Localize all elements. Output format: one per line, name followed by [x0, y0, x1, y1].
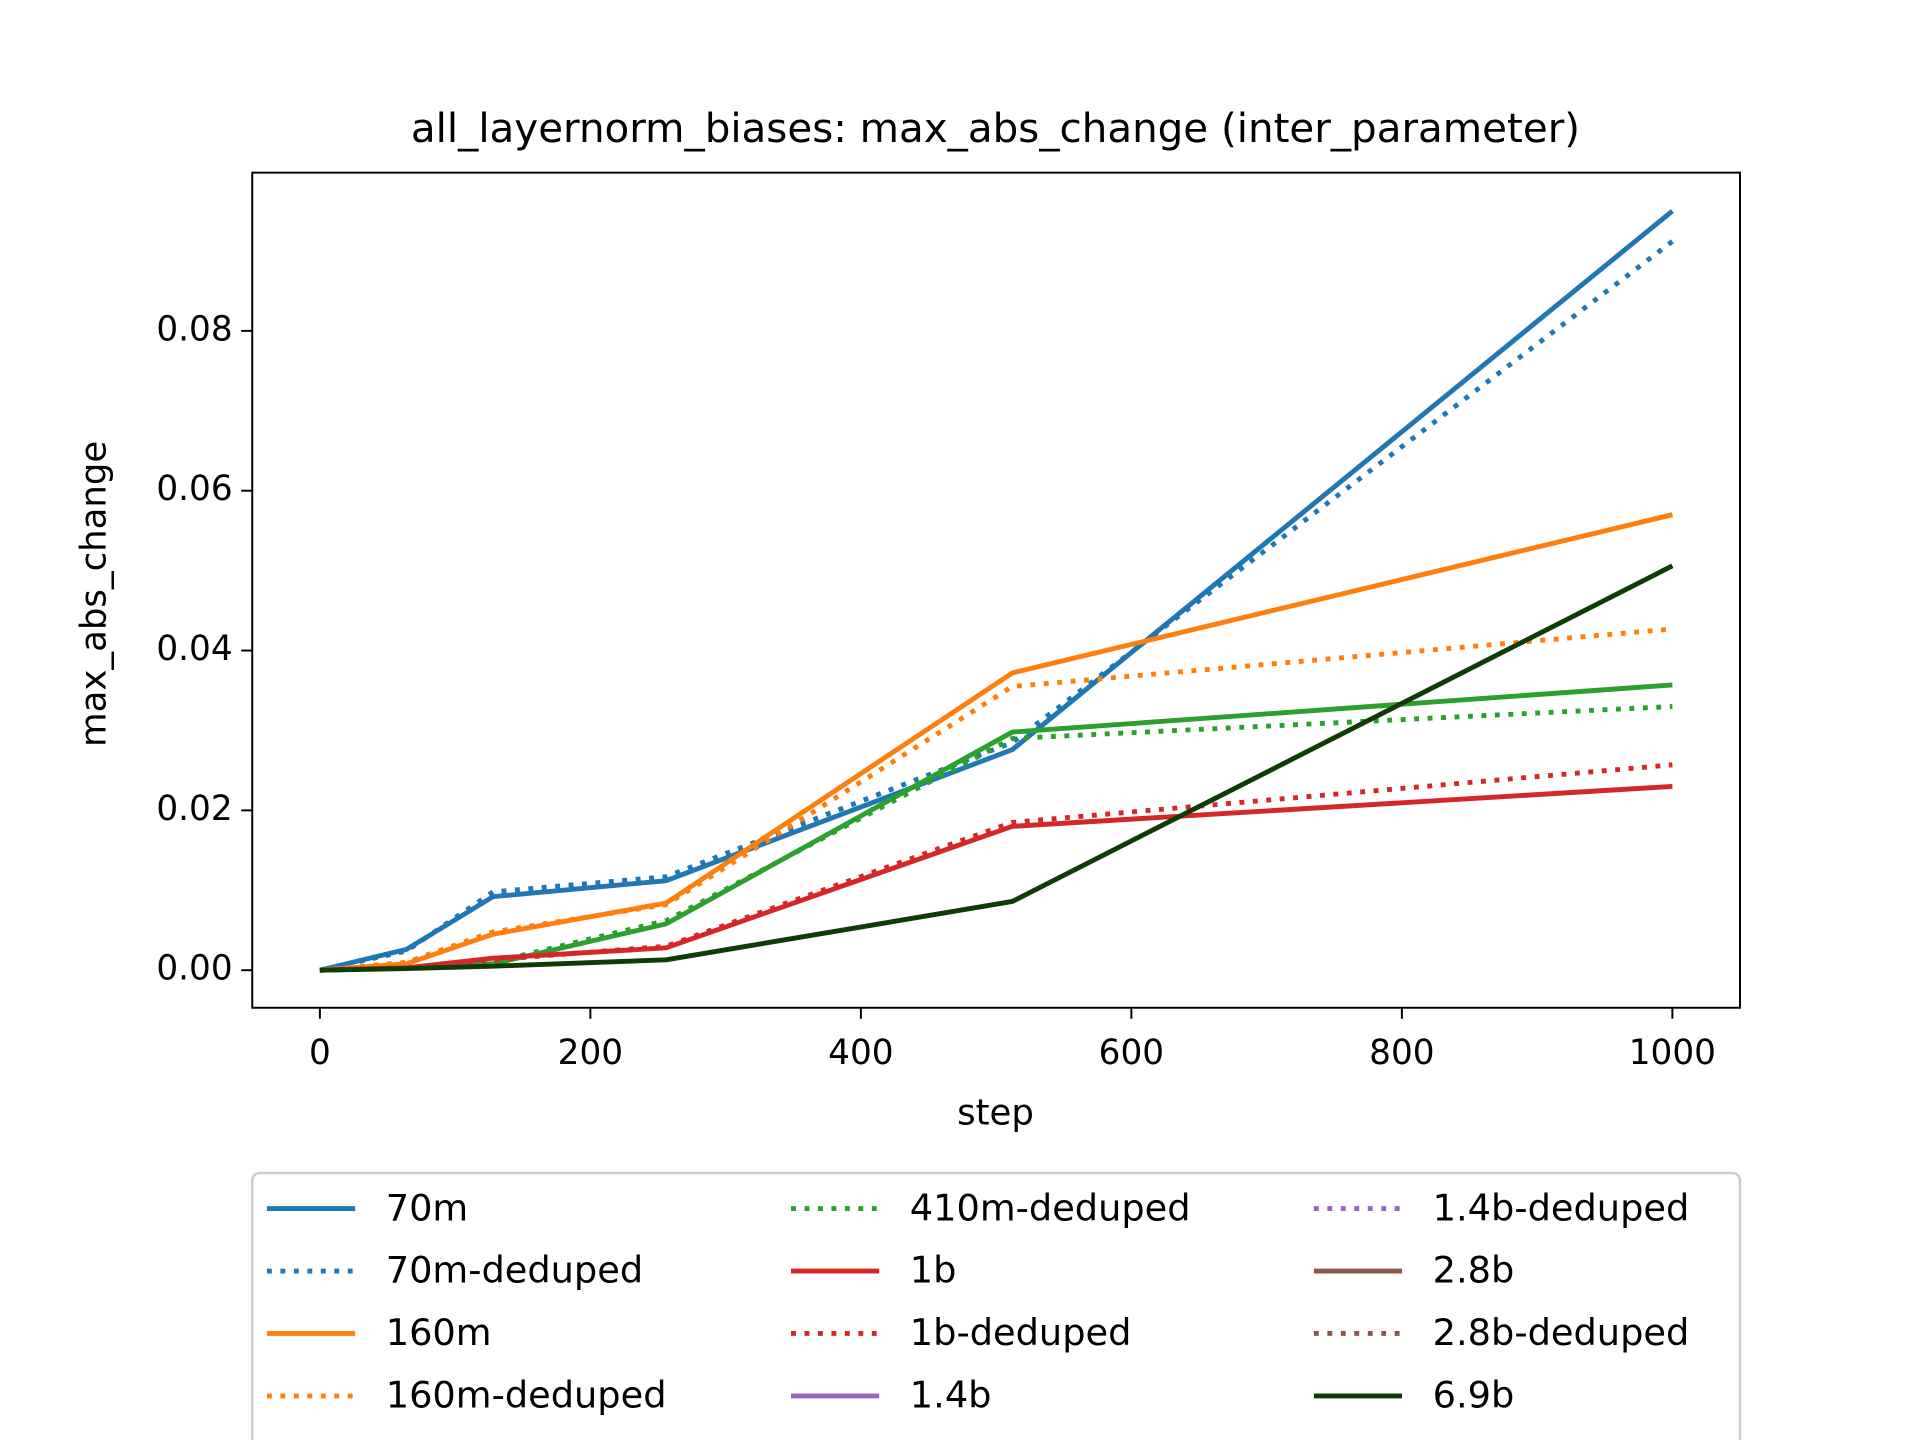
- legend-label: 1b-deduped: [910, 1311, 1132, 1354]
- y-tick-label: 0.08: [156, 309, 232, 349]
- legend-label: 70m-deduped: [386, 1249, 643, 1292]
- x-tick-label: 200: [558, 1033, 623, 1073]
- x-tick-label: 1000: [1629, 1033, 1716, 1073]
- legend-label: 160m: [386, 1311, 492, 1354]
- chart-title: all_layernorm_biases: max_abs_change (in…: [411, 104, 1580, 152]
- legend-label: 6.9b: [1433, 1374, 1515, 1417]
- x-tick-label: 800: [1369, 1033, 1434, 1073]
- legend-label: 160m-deduped: [386, 1374, 667, 1417]
- x-tick-label: 0: [309, 1033, 331, 1073]
- x-axis-label: step: [957, 1092, 1034, 1133]
- series-line: [319, 239, 1674, 973]
- legend-label: 70m: [386, 1186, 469, 1229]
- legend-label: 2.8b-deduped: [1433, 1311, 1690, 1354]
- legend-label: 1.4b: [910, 1374, 992, 1417]
- x-tick-label: 600: [1099, 1033, 1164, 1073]
- plot-frame: [251, 171, 1741, 1009]
- y-tick-label: 0.02: [156, 789, 232, 829]
- y-axis-label: max_abs_change: [74, 441, 115, 747]
- legend-label: 2.8b: [1433, 1249, 1515, 1292]
- y-tick-label: 0.06: [156, 469, 232, 509]
- legend-box: [251, 1171, 1742, 1440]
- legend-label: 410m-deduped: [910, 1186, 1191, 1229]
- legend-label: 1b: [910, 1249, 957, 1292]
- legend-label: 1.4b-deduped: [1433, 1186, 1690, 1229]
- y-tick-label: 0.04: [156, 629, 232, 669]
- series-line: [319, 512, 1673, 973]
- y-tick-label: 0.00: [156, 949, 232, 989]
- x-tick-label: 400: [828, 1033, 893, 1073]
- series-line: [319, 563, 1674, 973]
